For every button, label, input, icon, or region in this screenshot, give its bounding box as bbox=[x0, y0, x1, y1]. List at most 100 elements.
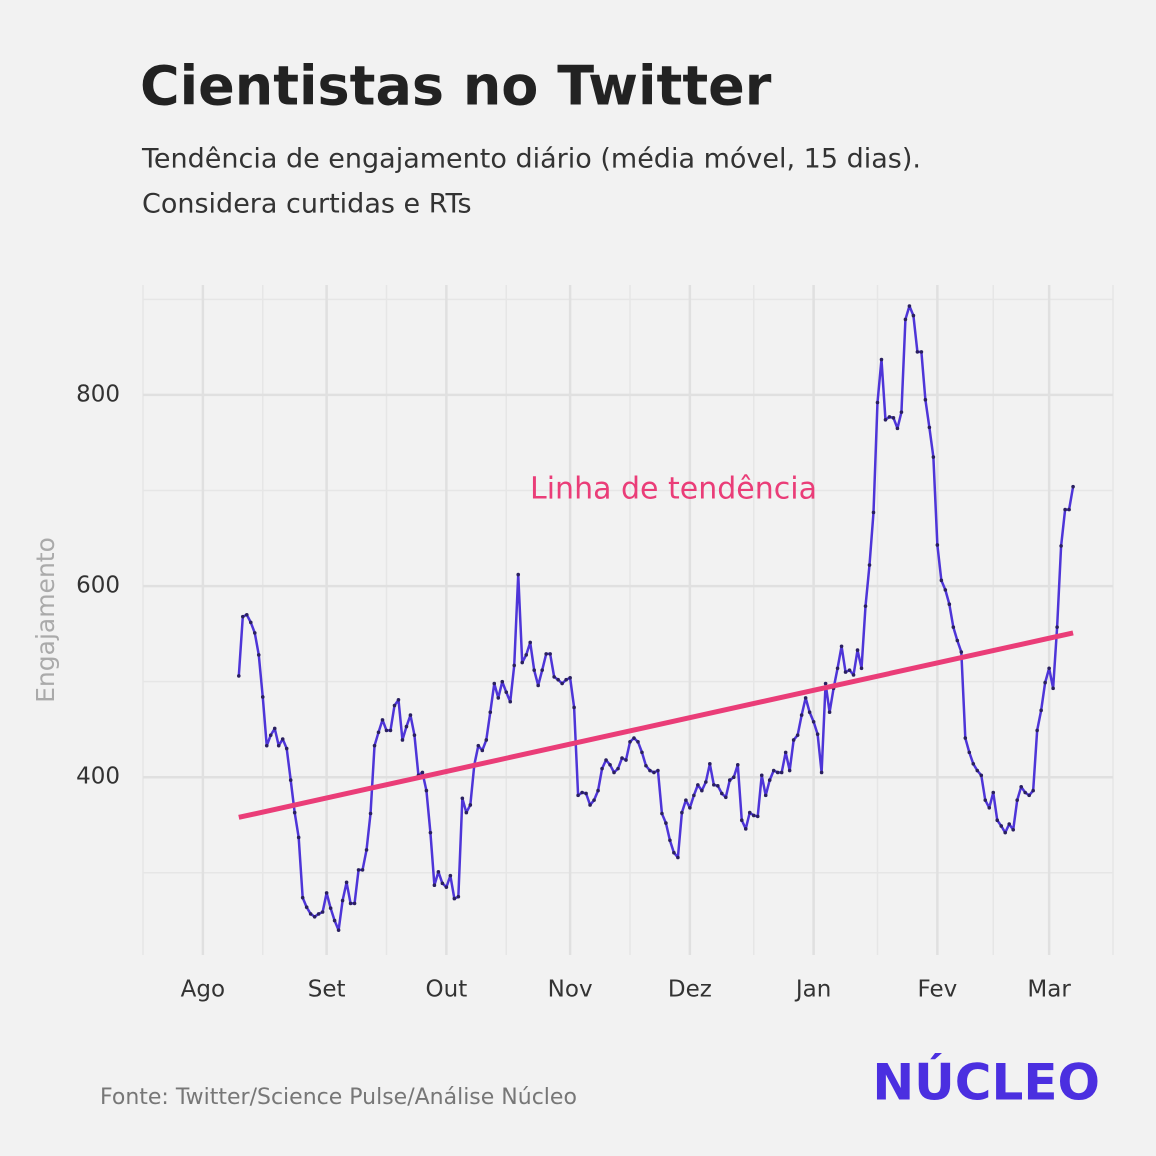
data-point bbox=[292, 810, 297, 815]
data-point bbox=[240, 614, 245, 619]
data-point bbox=[979, 773, 984, 778]
data-point bbox=[552, 675, 556, 679]
annotation: Linha de tendência bbox=[530, 472, 817, 507]
data-point bbox=[616, 766, 620, 771]
data-point bbox=[903, 317, 908, 322]
data-point bbox=[815, 732, 820, 737]
data-point bbox=[775, 770, 780, 775]
data-point bbox=[795, 733, 800, 737]
data-point bbox=[1031, 788, 1035, 793]
data-point bbox=[803, 696, 808, 700]
data-point bbox=[819, 770, 824, 775]
data-point bbox=[476, 743, 481, 748]
data-point bbox=[887, 415, 892, 419]
data-point bbox=[1067, 507, 1071, 512]
data-point bbox=[767, 778, 772, 782]
data-point bbox=[1051, 686, 1055, 691]
x-tick-label: Out bbox=[426, 977, 468, 1003]
data-point bbox=[731, 775, 736, 780]
data-point bbox=[716, 784, 720, 788]
data-point bbox=[288, 778, 293, 782]
y-tick-label: 600 bbox=[76, 573, 120, 599]
data-point bbox=[891, 416, 896, 420]
data-point bbox=[863, 604, 868, 608]
data-point bbox=[1063, 507, 1067, 512]
data-point bbox=[751, 813, 756, 818]
data-point bbox=[1047, 666, 1051, 671]
data-point bbox=[332, 918, 337, 923]
data-point bbox=[783, 750, 788, 755]
data-point bbox=[544, 652, 548, 656]
data-point bbox=[975, 768, 980, 773]
data-point bbox=[640, 750, 644, 755]
data-point bbox=[260, 695, 265, 699]
data-point bbox=[392, 703, 397, 708]
data-point bbox=[911, 313, 916, 318]
data-point bbox=[480, 748, 485, 753]
data-point bbox=[268, 733, 273, 737]
data-point bbox=[983, 798, 988, 802]
data-point bbox=[827, 710, 832, 715]
data-point bbox=[823, 681, 828, 686]
data-point bbox=[791, 738, 796, 742]
data-point bbox=[384, 728, 389, 733]
data-point bbox=[1071, 484, 1075, 489]
data-point bbox=[644, 763, 648, 768]
data-point bbox=[468, 803, 473, 807]
x-tick-label: Set bbox=[308, 977, 346, 1003]
data-point bbox=[636, 740, 640, 744]
data-point bbox=[356, 868, 361, 872]
data-point bbox=[284, 746, 289, 751]
data-point bbox=[464, 810, 469, 815]
data-point bbox=[688, 806, 692, 810]
data-point bbox=[935, 543, 940, 547]
data-point bbox=[608, 763, 612, 767]
data-point bbox=[947, 602, 952, 607]
data-point bbox=[656, 768, 660, 773]
data-point bbox=[588, 803, 592, 807]
data-point bbox=[1035, 728, 1039, 733]
data-point bbox=[572, 705, 576, 710]
data-point bbox=[248, 620, 253, 625]
data-point bbox=[660, 811, 664, 816]
data-point bbox=[412, 733, 417, 737]
data-point bbox=[704, 780, 708, 784]
data-point bbox=[1023, 790, 1027, 795]
data-point bbox=[652, 770, 656, 775]
data-point bbox=[967, 750, 972, 755]
data-point bbox=[436, 870, 441, 874]
data-point bbox=[432, 883, 437, 888]
data-point bbox=[743, 827, 748, 831]
data-point bbox=[1011, 827, 1016, 832]
data-point bbox=[620, 756, 624, 760]
data-point bbox=[915, 350, 920, 354]
data-point bbox=[440, 881, 445, 886]
data-point bbox=[927, 425, 932, 430]
data-point bbox=[536, 683, 540, 688]
data-point bbox=[328, 906, 333, 910]
data-point bbox=[672, 850, 676, 855]
data-point bbox=[771, 768, 776, 773]
data-point bbox=[871, 510, 876, 515]
data-point bbox=[408, 713, 413, 717]
data-point bbox=[859, 666, 864, 671]
data-point bbox=[999, 824, 1004, 828]
data-point bbox=[883, 417, 888, 422]
data-point bbox=[727, 778, 732, 782]
data-point bbox=[556, 677, 560, 682]
data-point bbox=[995, 818, 1000, 823]
data-point bbox=[424, 788, 429, 793]
data-point bbox=[237, 674, 241, 678]
data-point bbox=[855, 648, 860, 652]
data-point bbox=[676, 855, 680, 860]
data-point bbox=[624, 758, 628, 762]
data-point bbox=[799, 713, 804, 717]
data-point bbox=[568, 676, 572, 680]
data-point bbox=[456, 894, 461, 899]
y-tick-label: 800 bbox=[76, 381, 120, 407]
data-point bbox=[712, 783, 716, 787]
data-point bbox=[524, 653, 529, 657]
data-point bbox=[488, 710, 493, 715]
x-tick-label: Nov bbox=[548, 977, 593, 1003]
